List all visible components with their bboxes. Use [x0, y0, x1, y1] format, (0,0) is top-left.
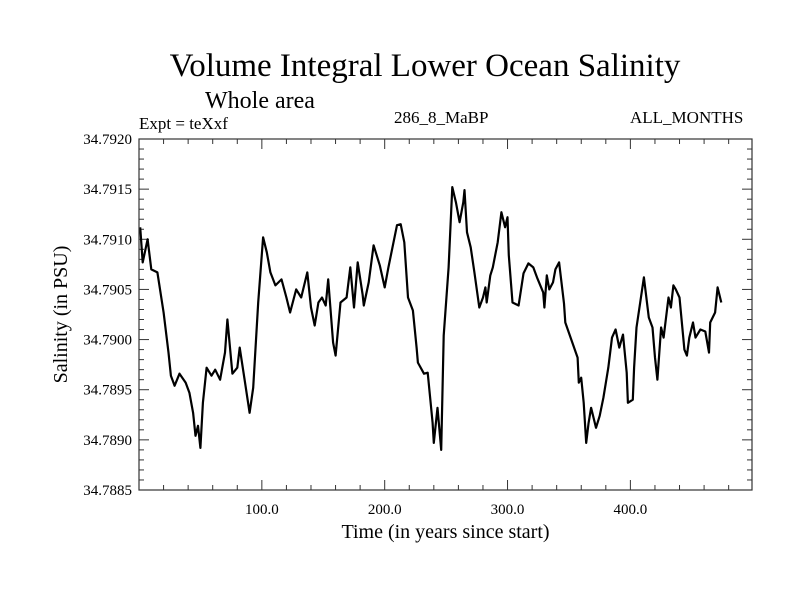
- y-tick-labels: 34.7885 34.7890 34.7895 34.7900 34.7905 34.79…: [83, 132, 132, 499]
- period-label: 286_8_MaBP: [394, 108, 489, 127]
- y-tick-label: 34.7895: [83, 383, 132, 399]
- chart-title: Volume Integral Lower Ocean Salinity: [169, 48, 681, 84]
- y-tick-label: 34.7905: [83, 282, 132, 298]
- x-axis-label: Time (in years since start): [341, 521, 549, 543]
- y-tick-label: 34.7885: [83, 483, 132, 499]
- y-axis-label: Salinity (in PSU): [50, 246, 72, 384]
- y-tick-label: 34.7915: [83, 182, 132, 198]
- months-label: ALL_MONTHS: [630, 108, 744, 127]
- y-tick-label: 34.7900: [83, 333, 132, 349]
- plot-frame: [138, 138, 753, 491]
- x-tick-label: 100.0: [245, 502, 279, 518]
- x-tick-label: 300.0: [491, 502, 525, 518]
- series-line-salinity: [139, 186, 723, 451]
- x-tick-labels: 100.0 200.0 300.0 400.0: [245, 502, 647, 518]
- x-tick-label: 200.0: [368, 502, 402, 518]
- y-tick-label: 34.7890: [83, 433, 132, 449]
- x-tick-label: 400.0: [614, 502, 648, 518]
- chart-subtitle: Whole area: [205, 88, 315, 114]
- y-tick-label: 34.7910: [83, 232, 132, 248]
- y-tick-label: 34.7920: [83, 132, 132, 148]
- experiment-label: Expt = teXxf: [139, 114, 228, 133]
- axis-ticks: [139, 139, 752, 490]
